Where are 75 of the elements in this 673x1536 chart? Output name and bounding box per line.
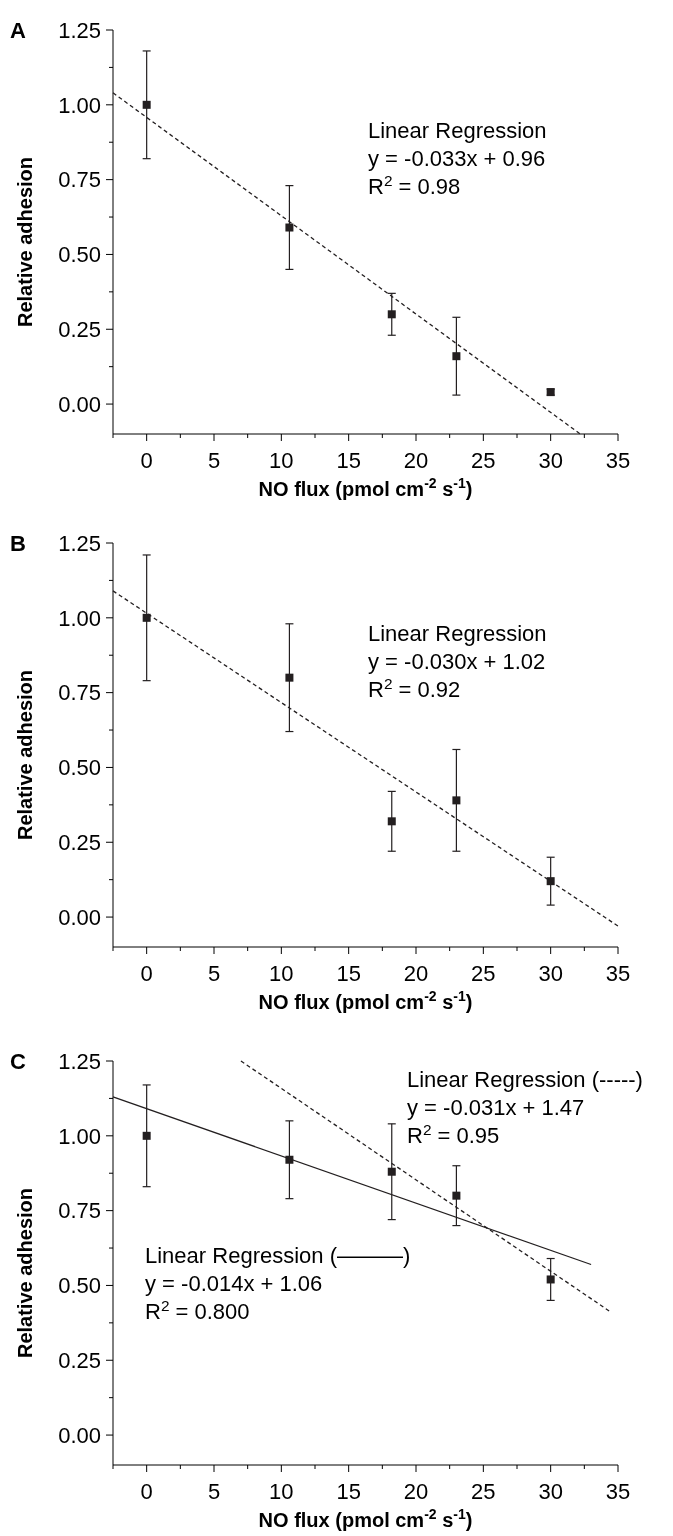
x-tick-label: 10: [269, 1479, 294, 1504]
annotation: y = -0.033x + 0.96: [368, 146, 546, 171]
annotation: Linear Regression: [368, 118, 547, 143]
x-tick-label: 15: [336, 1479, 361, 1504]
annotation: R$^{2}$ = 0.98: [368, 171, 461, 199]
y-tick-label: 0.00: [58, 904, 101, 930]
x-tick-label: 20: [403, 1479, 429, 1504]
x-tick-label: 0: [140, 448, 153, 473]
y-axis-title: Relative adhesion: [14, 669, 36, 841]
point: [452, 796, 461, 805]
y-tick-label: 0.50: [58, 1273, 101, 1299]
y-tick-label: 1.25: [58, 1048, 101, 1074]
y-tick-label: 0.75: [58, 1198, 101, 1224]
x-tick-label: 10: [269, 448, 294, 473]
chart-title: B: [10, 531, 26, 556]
point: [452, 352, 461, 361]
y-axis-title: Relative adhesion: [14, 156, 36, 328]
y-tick-label: 0.25: [58, 829, 101, 855]
x-axis-title: NO flux (pmol cm$^{-2}$ s$^{-1}$): [258, 988, 473, 1013]
x-tick-label: 30: [538, 448, 563, 473]
x-tick-label: 25: [471, 961, 496, 986]
chart-title: C: [10, 1049, 26, 1074]
point: [452, 1191, 461, 1200]
y-tick-label: 0.75: [58, 167, 101, 193]
y-tick-label: 1.00: [58, 605, 101, 631]
x-tick-label: 20: [403, 961, 429, 986]
y-axis-title: Relative adhesion: [14, 1187, 36, 1359]
y-tick-label: 1.00: [58, 1123, 101, 1149]
x-tick-label: 35: [605, 961, 631, 986]
point: [387, 1167, 396, 1176]
y-tick-label: 1.25: [58, 530, 101, 556]
y-tick-label: 0.00: [58, 1422, 101, 1448]
x-tick-label: 35: [605, 448, 631, 473]
x-tick-label: 15: [336, 448, 361, 473]
annotation: y = -0.014x + 1.06: [145, 1271, 323, 1296]
annotation: Linear Regression (———): [145, 1243, 411, 1268]
x-tick-label: 25: [471, 1479, 496, 1504]
y-tick-label: 1.25: [58, 17, 101, 43]
x-tick-label: 5: [207, 961, 221, 986]
annotation: y = -0.030x + 1.02: [368, 649, 546, 674]
point: [142, 1131, 151, 1140]
x-tick-label: 35: [605, 1479, 631, 1504]
annotation: y = -0.031x + 1.47: [407, 1095, 585, 1120]
x-tick-label: 0: [140, 961, 153, 986]
point: [387, 310, 396, 319]
x-tick-label: 30: [538, 1479, 563, 1504]
point: [285, 223, 294, 232]
point: [142, 613, 151, 622]
y-tick-label: 1.00: [58, 92, 101, 118]
y-tick-label: 0.25: [58, 316, 101, 342]
x-tick-label: 10: [269, 961, 294, 986]
y-tick-label: 0.25: [58, 1347, 101, 1373]
x-axis-title: NO flux (pmol cm$^{-2}$ s$^{-1}$): [258, 1506, 473, 1531]
y-tick-label: 0.50: [58, 755, 101, 781]
annotation: R$^{2}$ = 0.95: [407, 1120, 500, 1148]
y-tick-label: 0.50: [58, 242, 101, 268]
x-tick-label: 25: [471, 448, 496, 473]
x-tick-label: 0: [140, 1479, 153, 1504]
x-tick-label: 30: [538, 961, 563, 986]
x-tick-label: 20: [403, 448, 429, 473]
y-tick-label: 0.75: [58, 680, 101, 706]
annotation: Linear Regression: [368, 621, 547, 646]
y-tick-label: 0.00: [58, 391, 101, 417]
point: [387, 817, 396, 826]
point: [142, 100, 151, 109]
annotation: R$^{2}$ = 0.800: [145, 1296, 250, 1324]
x-axis-title: NO flux (pmol cm$^{-2}$ s$^{-1}$): [258, 475, 473, 500]
annotation: R$^{2}$ = 0.92: [368, 674, 461, 702]
point: [285, 673, 294, 682]
x-tick-label: 15: [336, 961, 361, 986]
point: [546, 1275, 555, 1284]
x-tick-label: 5: [207, 448, 221, 473]
x-tick-label: 5: [207, 1479, 221, 1504]
annotation: Linear Regression (-----): [407, 1067, 643, 1092]
chart-title: A: [10, 18, 26, 43]
